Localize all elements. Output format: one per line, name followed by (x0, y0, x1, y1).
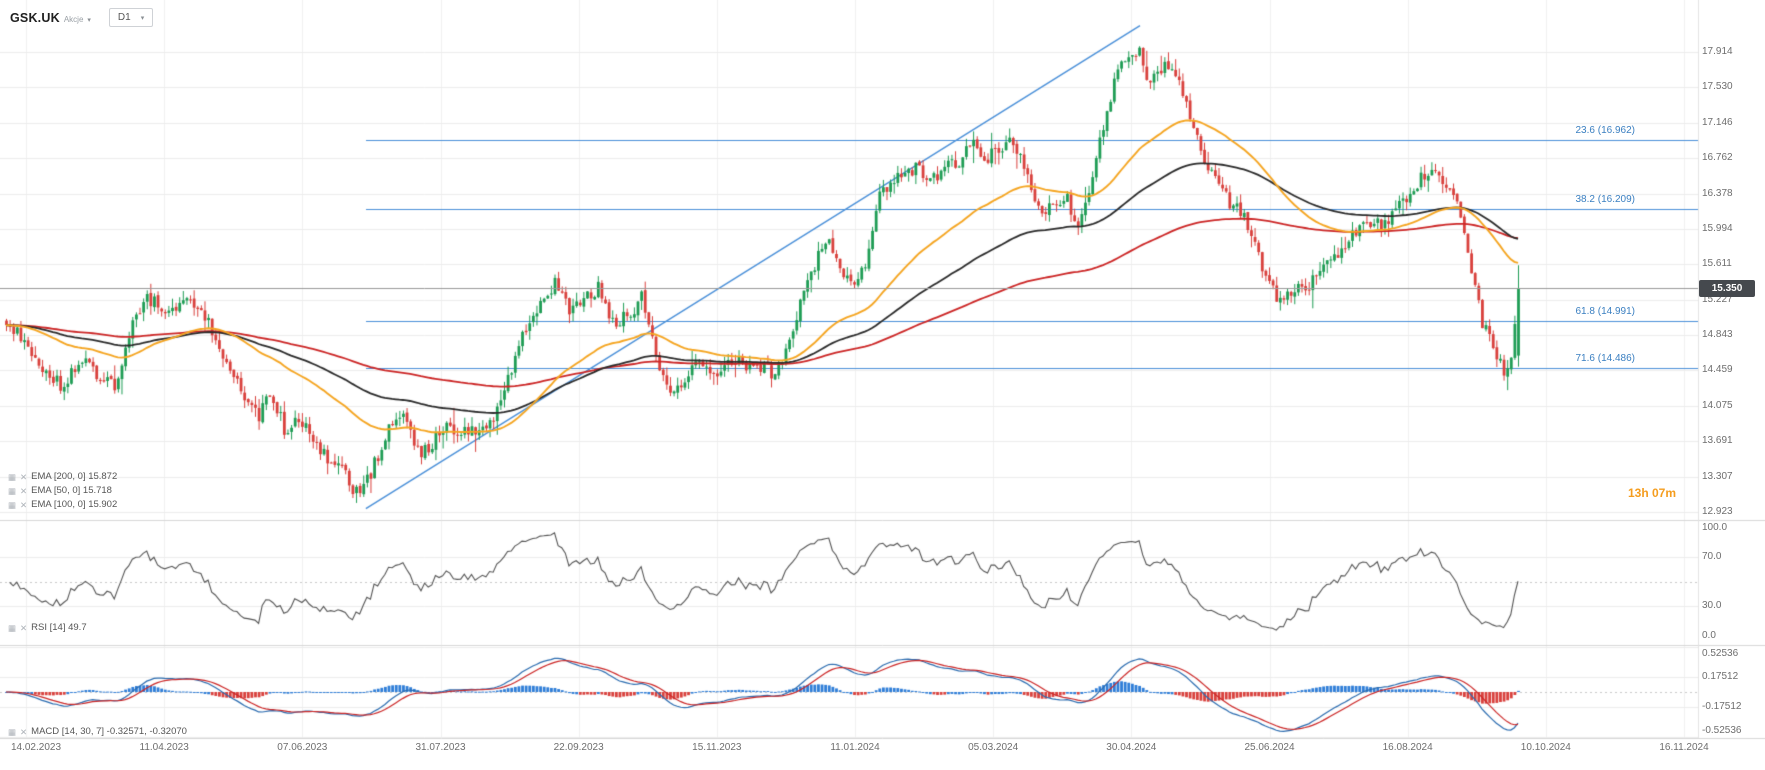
indicator-remove-icon[interactable]: ✕ (20, 499, 28, 510)
date-axis-label: 30.04.2024 (1106, 742, 1157, 753)
rsi-axis-tick: 70.0 (1702, 551, 1722, 563)
indicator-remove-icon[interactable]: ✕ (20, 485, 28, 496)
date-axis-label: 16.08.2024 (1382, 742, 1433, 753)
fib-level-label: 38.2 (16.209) (1575, 194, 1636, 206)
date-axis-label: 05.03.2024 (968, 742, 1019, 753)
indicator-label: EMA [200, 0] 15.872 (31, 471, 118, 482)
price-axis-tick: 12.923 (1702, 506, 1733, 517)
indicator-chart-icon[interactable]: ▦ (8, 499, 17, 510)
market-type-label: Akcje (63, 14, 84, 24)
price-axis-tick: 17.146 (1702, 116, 1733, 128)
rsi-axis-tick: 30.0 (1702, 599, 1722, 611)
indicator-legend-rsi: ▦ ✕ RSI [14] 49.7 (8, 622, 87, 633)
fib-level-label: 61.8 (14.991) (1575, 306, 1636, 318)
indicator-label: RSI [14] 49.7 (31, 622, 87, 633)
timeframe-value: D1 (117, 12, 131, 23)
price-axis-tick: 15.994 (1702, 222, 1733, 234)
date-axis-label: 25.06.2024 (1244, 742, 1295, 753)
indicator-label: EMA [50, 0] 15.718 (31, 485, 112, 496)
indicator-label: EMA [100, 0] 15.902 (31, 499, 118, 510)
price-axis-tick: 15.227 (1702, 293, 1733, 305)
rsi-axis-tick: 0.0 (1702, 630, 1716, 641)
price-axis-tick: 17.530 (1702, 81, 1733, 93)
price-axis-tick: 17.914 (1702, 46, 1733, 57)
symbol-label: GSK.UK (10, 10, 60, 25)
indicator-chart-icon[interactable]: ▦ (8, 622, 17, 633)
date-axis-label: 10.10.2024 (1520, 742, 1571, 753)
price-axis-tick: 13.691 (1702, 435, 1733, 447)
chart-header: GSK.UK Akcje ▾ D1 ▾ (10, 8, 154, 27)
indicator-chart-icon[interactable]: ▦ (8, 471, 17, 482)
indicator-remove-icon[interactable]: ✕ (20, 726, 28, 737)
date-axis-label: 22.09.2023 (553, 742, 604, 753)
price-axis-tick: 16.762 (1702, 152, 1733, 164)
macd-axis-tick: 0.52536 (1702, 648, 1739, 659)
indicator-chart-icon[interactable]: ▦ (8, 485, 17, 496)
fib-level-label: 71.6 (14.486) (1575, 352, 1636, 364)
candle-countdown-timer: 13h 07m (1627, 486, 1676, 500)
price-axis-tick: 14.075 (1702, 399, 1733, 411)
indicator-remove-icon[interactable]: ✕ (20, 622, 28, 633)
price-axis-tick: 13.307 (1702, 470, 1733, 482)
rsi-axis-tick: 100.0 (1702, 522, 1728, 533)
chevron-down-icon: ▾ (140, 14, 145, 22)
instrument-selector[interactable]: GSK.UK Akcje ▾ (10, 11, 91, 25)
macd-axis-tick: -0.52536 (1702, 725, 1742, 736)
price-axis-tick: 14.459 (1702, 364, 1733, 376)
price-axis-tick: 16.378 (1702, 187, 1733, 199)
price-axis-tick: 14.843 (1702, 329, 1733, 341)
date-axis-label: 31.07.2023 (415, 742, 466, 753)
price-axis-tick: 15.611 (1702, 258, 1732, 270)
fib-level-label: 23.6 (16.962) (1575, 124, 1636, 136)
current-price-badge: 15.350 (1699, 279, 1755, 297)
indicator-label: MACD [14, 30, 7] -0.32571, -0.32070 (31, 726, 187, 737)
macd-axis-tick: 0.17512 (1702, 671, 1739, 682)
macd-axis-tick: -0.17512 (1702, 701, 1742, 712)
indicator-legend-ema-200: ▦ ✕ EMA [200, 0] 15.872 (8, 471, 117, 482)
indicator-remove-icon[interactable]: ✕ (20, 471, 28, 482)
indicator-legend-ema-50: ▦ ✕ EMA [50, 0] 15.718 (8, 485, 112, 496)
chevron-down-icon: ▾ (87, 16, 91, 24)
date-axis-label: 14.02.2023 (10, 742, 62, 753)
timeframe-dropdown[interactable]: D1 ▾ (108, 8, 154, 27)
indicator-chart-icon[interactable]: ▦ (8, 726, 17, 737)
indicator-legend-macd: ▦ ✕ MACD [14, 30, 7] -0.32571, -0.32070 (8, 726, 187, 737)
date-axis-label: 11.04.2023 (139, 742, 189, 753)
date-axis-label: 07.06.2023 (277, 742, 328, 753)
date-axis-label: 15.11.2023 (692, 742, 742, 753)
indicator-legend-ema-100: ▦ ✕ EMA [100, 0] 15.902 (8, 499, 117, 510)
date-axis-label: 16.11.2024 (1659, 742, 1709, 753)
date-axis-label: 11.01.2024 (830, 742, 880, 753)
